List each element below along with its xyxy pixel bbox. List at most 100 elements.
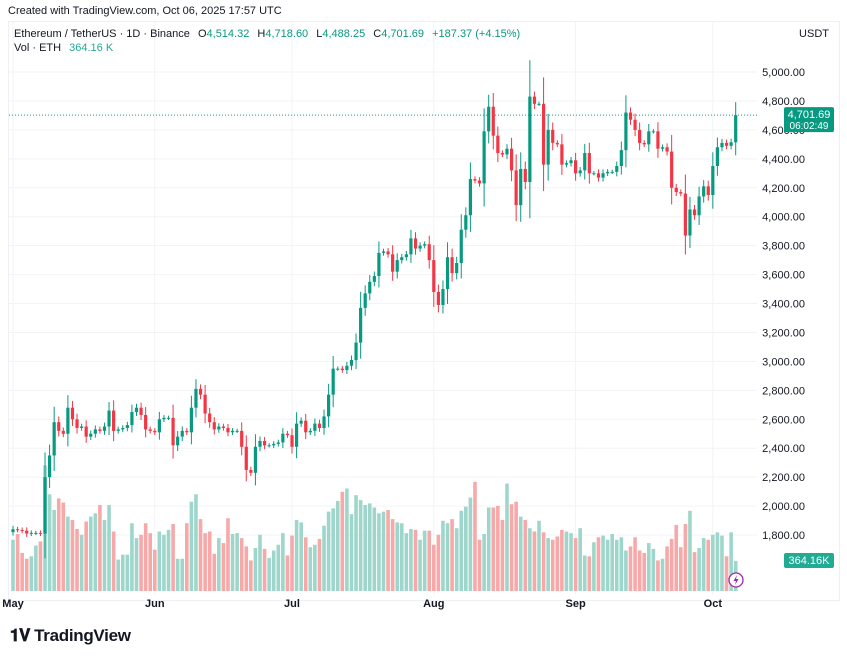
volume-bar [486, 507, 491, 591]
candle-body [189, 407, 193, 433]
candle-body [235, 430, 239, 432]
last-volume-value: 364.16K [789, 555, 831, 567]
candle-body [455, 263, 459, 274]
candle-body [692, 209, 697, 216]
volume-bar [427, 530, 432, 591]
volume-bar [194, 494, 198, 591]
volume-bar [468, 497, 473, 591]
candle-body [208, 413, 212, 423]
volume-bar [107, 505, 111, 591]
volume-bar [459, 510, 464, 591]
y-tick-label: 2,800.00 [762, 385, 805, 397]
volume-bar [445, 523, 450, 591]
candle-body [157, 419, 161, 433]
volume-bar [29, 556, 34, 591]
volume-bar [491, 507, 496, 591]
volume-bar [157, 531, 162, 591]
volume-bar [230, 533, 235, 591]
candle-body [596, 173, 601, 178]
volume-bar [692, 552, 697, 591]
candle-body [500, 153, 505, 155]
volume-bar [56, 498, 61, 591]
volume-bar [404, 533, 409, 591]
volume-bar [532, 531, 537, 591]
volume-bar [93, 513, 98, 591]
volume-bar [436, 534, 441, 591]
x-tick-label: May [2, 598, 24, 610]
candle-body [327, 394, 331, 417]
candle-body [724, 142, 729, 146]
candle-body [272, 443, 276, 446]
volume-bar [514, 501, 518, 591]
candle-body [409, 238, 413, 255]
candle-body [176, 436, 180, 446]
candle-body [244, 446, 248, 470]
volume-bar [596, 537, 601, 591]
y-tick-label: 3,000.00 [762, 356, 805, 368]
volume-bar [185, 523, 189, 591]
candle-body [706, 186, 710, 195]
candle-body [656, 131, 660, 149]
tradingview-logo[interactable]: 𝟏𝐕 TradingView [10, 626, 131, 646]
volume-bar [354, 495, 358, 591]
candle-body [665, 147, 669, 152]
volume-bar [171, 524, 175, 591]
candle-body [47, 455, 52, 478]
volume-bar [729, 532, 733, 591]
candle-body [144, 414, 148, 430]
quote-currency[interactable]: USDT [799, 28, 829, 40]
high-label: H [257, 28, 266, 40]
volume-bar [537, 520, 541, 591]
y-tick-label: 2,400.00 [762, 443, 805, 455]
volume-bar [642, 552, 647, 591]
candle-body [583, 153, 587, 171]
volume-bar [633, 537, 637, 591]
candle-body [519, 168, 523, 206]
volume-bar [285, 555, 290, 591]
candle-body [38, 532, 43, 534]
volume-bar [303, 537, 308, 591]
candle-body [468, 179, 472, 216]
close-label: C [373, 28, 382, 40]
symbol-title[interactable]: Ethereum / TetherUS · 1D · Binance [14, 28, 190, 40]
candle-body [153, 430, 157, 433]
candle-body [587, 153, 591, 174]
candle-body [304, 420, 308, 433]
candle-body [290, 435, 294, 447]
candle-body [445, 257, 450, 290]
volume-bar [464, 506, 468, 591]
volume-bar [637, 550, 642, 591]
candle-body [450, 257, 454, 274]
candle-body [473, 179, 477, 181]
volume-bar [15, 533, 20, 591]
candle-body [628, 112, 633, 120]
volume-bar [560, 529, 564, 591]
candle-body [258, 440, 262, 447]
candle-body [93, 429, 97, 434]
candle-body [34, 532, 38, 534]
volume-bar [582, 555, 587, 591]
volume-bar [271, 550, 276, 591]
volume-bar [143, 523, 148, 591]
volume-bar [701, 538, 706, 591]
volume-bar [528, 528, 532, 591]
tradingview-logo-text: TradingView [34, 626, 131, 645]
volume-bar [75, 529, 79, 591]
volume-bar [610, 533, 614, 591]
volume-bar [235, 533, 239, 591]
volume-bar [413, 529, 418, 591]
y-tick-label: 3,400.00 [762, 299, 805, 311]
candle-body [720, 142, 724, 148]
volume-bar [656, 560, 660, 591]
volume-bar [79, 534, 84, 591]
volume-bar [221, 543, 226, 591]
volume-bar [432, 544, 436, 591]
volume-bar [482, 533, 486, 591]
volume-bar [358, 500, 363, 591]
candle-body [660, 147, 665, 149]
y-tick-label: 2,600.00 [762, 414, 805, 426]
volume-bar [116, 559, 121, 591]
grid [9, 22, 757, 595]
y-tick-label: 4,400.00 [762, 154, 805, 166]
